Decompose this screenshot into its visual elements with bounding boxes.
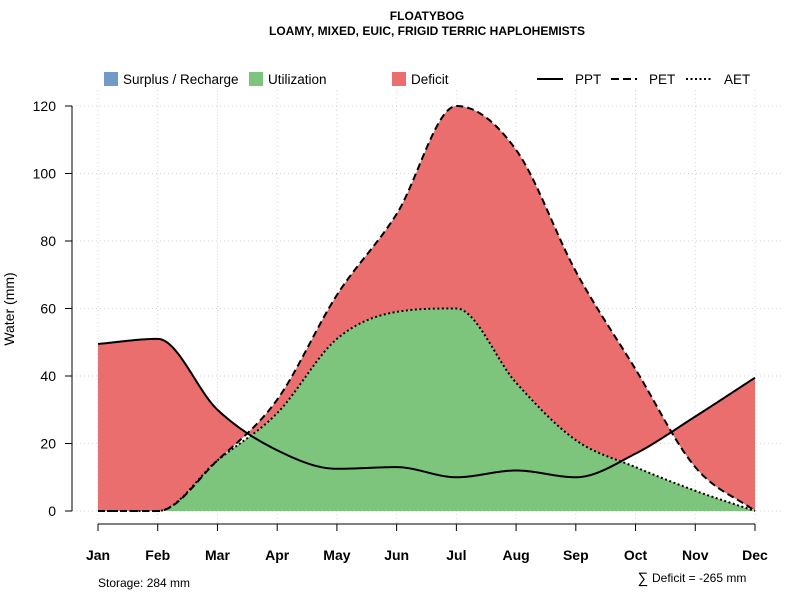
- utilization-area: [98, 308, 755, 511]
- legend: Surplus / Recharge Utilization Deficit PPT P…: [104, 72, 750, 87]
- chart-title: FLOATYBOG: [390, 9, 464, 23]
- series-lines: [97, 104, 756, 512]
- storage-label: Storage: 284 mm: [98, 576, 190, 590]
- series-line-ppt: [97, 337, 756, 479]
- x-tick-label-jun: Jun: [384, 547, 409, 563]
- legend-label: Utilization: [268, 72, 327, 87]
- legend-swatch-utilization: [249, 72, 263, 86]
- y-tick-label: 0: [48, 503, 56, 519]
- x-tick-label-apr: Apr: [265, 547, 290, 563]
- x-tick-label-jul: Jul: [446, 547, 466, 563]
- x-tick-label-may: May: [323, 547, 350, 563]
- series-line-aet: [98, 307, 756, 512]
- axes: 0 20 40 60 80 100 120 Jan Feb Mar Apr May Jun Jul Aug S…: [33, 98, 768, 563]
- deficit-area: [98, 106, 755, 511]
- x-tick-label-sep: Sep: [563, 547, 589, 563]
- legend-swatch-deficit: [392, 72, 406, 86]
- deficit-symbol: ∑: [638, 570, 649, 587]
- y-tick-label: 80: [40, 233, 56, 249]
- x-tick-label-mar: Mar: [205, 547, 230, 563]
- y-axis-label: Water (mm): [1, 272, 17, 345]
- x-tick-label-nov: Nov: [682, 547, 709, 563]
- legend-label: PPT: [575, 72, 601, 87]
- y-tick-label: 20: [40, 436, 56, 452]
- x-tick-label-dec: Dec: [742, 547, 768, 563]
- legend-label: PET: [649, 72, 675, 87]
- legend-swatch-surplus-recharge: [104, 72, 118, 86]
- y-tick-label: 40: [40, 368, 56, 384]
- y-tick-label: 120: [33, 98, 57, 114]
- legend-label: Surplus / Recharge: [123, 72, 239, 87]
- legend-label: AET: [724, 72, 750, 87]
- utilization-base-area: [98, 436, 755, 511]
- legend-label: Deficit: [411, 72, 449, 87]
- deficit-label: Deficit = -265 mm: [652, 571, 746, 585]
- y-tick-label: 60: [40, 301, 56, 317]
- series-line-pet: [98, 104, 756, 512]
- y-tick-label: 100: [33, 166, 57, 182]
- areas: [98, 106, 755, 511]
- chart-subtitle: LOAMY, MIXED, EUIC, FRIGID TERRIC HAPLOH…: [269, 24, 585, 38]
- x-tick-label-feb: Feb: [145, 547, 170, 563]
- x-tick-label-jan: Jan: [86, 547, 110, 563]
- x-tick-label-aug: Aug: [502, 547, 529, 563]
- x-tick-label-oct: Oct: [624, 547, 648, 563]
